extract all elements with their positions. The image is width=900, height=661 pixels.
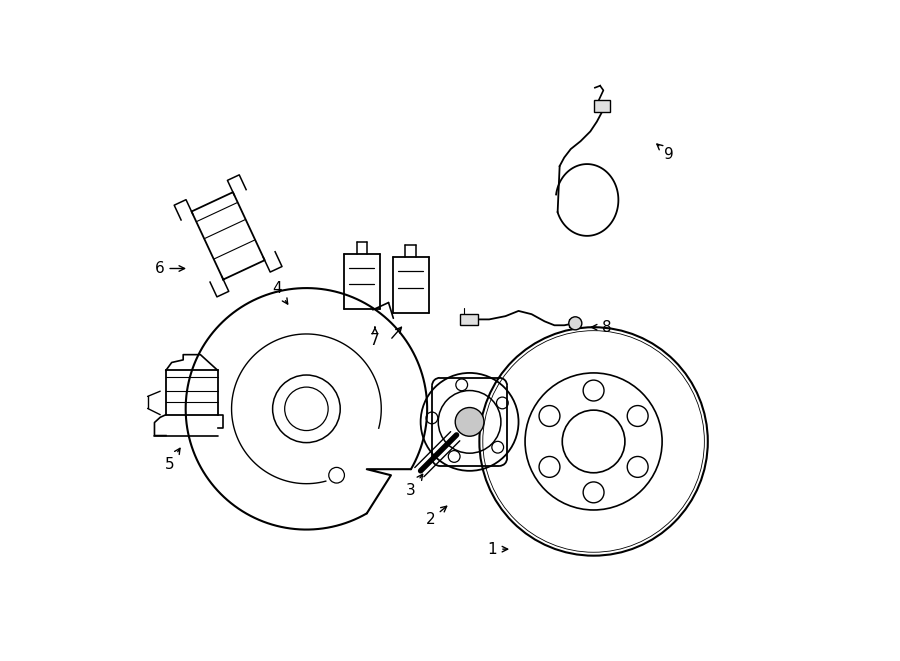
Text: 6: 6: [155, 261, 184, 276]
Text: 8: 8: [591, 320, 611, 334]
Bar: [460, 313, 478, 325]
Text: 3: 3: [406, 475, 423, 498]
Circle shape: [455, 408, 484, 436]
Bar: [594, 100, 610, 112]
Circle shape: [569, 317, 581, 330]
Text: 4: 4: [272, 280, 288, 304]
Text: 1: 1: [488, 541, 508, 557]
Text: 9: 9: [657, 144, 673, 162]
Bar: [166, 370, 218, 414]
Text: 2: 2: [426, 506, 446, 527]
Text: 7: 7: [370, 327, 380, 348]
Text: 5: 5: [165, 448, 180, 472]
